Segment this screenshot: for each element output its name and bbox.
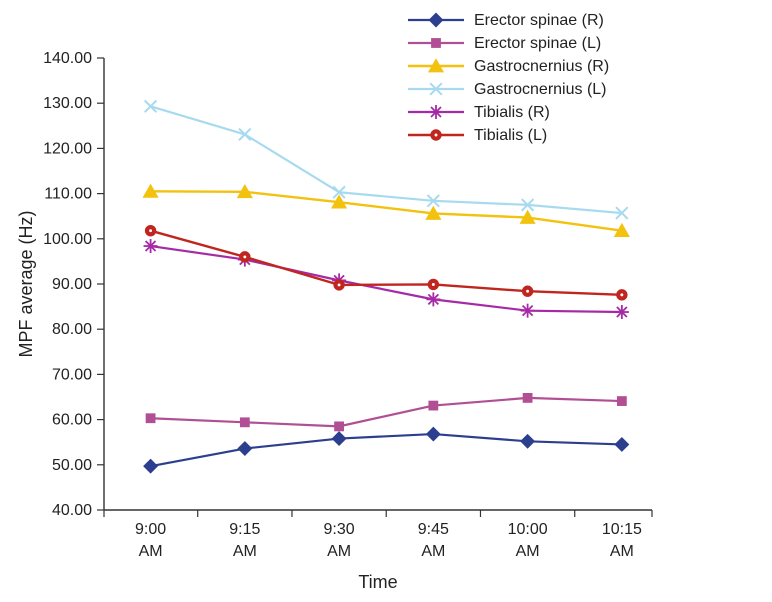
y-tick-label: 60.00 xyxy=(52,412,92,429)
chart-svg: 40.00 50.00 60.00 70.00 80.00 90.00 100.00 110.… xyxy=(0,0,772,602)
x-tick-label-line2: AM xyxy=(421,543,445,560)
y-tick-label: 140.00 xyxy=(43,50,92,67)
x-tick-label-line2: AM xyxy=(610,543,634,560)
y-tick-label: 100.00 xyxy=(43,231,92,248)
y-tick-label: 50.00 xyxy=(52,457,92,474)
y-tick-label: 110.00 xyxy=(44,186,92,203)
y-tick-label: 40.00 xyxy=(52,502,92,519)
y-axis-label: MPF average (Hz) xyxy=(16,210,36,357)
legend-label-erector-spinae-r: Erector spinae (R) xyxy=(474,12,604,29)
x-tick-label-line1: 9:30 xyxy=(324,521,355,538)
x-tick-label-line2: AM xyxy=(233,543,257,560)
y-tick-label: 90.00 xyxy=(52,276,92,293)
x-axis-label: Time xyxy=(358,572,397,592)
mpf-line-chart: 40.00 50.00 60.00 70.00 80.00 90.00 100.00 110.… xyxy=(0,0,772,602)
legend-label-erector-spinae-l: Erector spinae (L) xyxy=(474,35,601,52)
x-tick-label-line2: AM xyxy=(327,543,351,560)
legend-label-gastrocnemius-l: Gastrocnernius (L) xyxy=(474,81,607,98)
legend-label-tibialis-l: Tibialis (L) xyxy=(474,127,547,144)
x-tick-label-line2: AM xyxy=(139,543,163,560)
legend-label-tibialis-r: Tibialis (R) xyxy=(474,104,550,121)
x-tick-label-line1: 10:00 xyxy=(508,521,548,538)
x-tick-label-line1: 9:45 xyxy=(418,521,449,538)
legend-label-gastrocnemius-r: Gastrocnernius (R) xyxy=(474,58,609,75)
x-tick-label-line1: 9:00 xyxy=(135,521,166,538)
y-tick-label: 120.00 xyxy=(43,140,92,157)
y-tick-label: 80.00 xyxy=(52,321,92,338)
y-tick-label: 70.00 xyxy=(52,366,92,383)
x-tick-label-line1: 9:15 xyxy=(229,521,260,538)
x-tick-label-line1: 10:15 xyxy=(602,521,642,538)
x-tick-label-line2: AM xyxy=(516,543,540,560)
y-tick-label: 130.00 xyxy=(43,95,92,112)
